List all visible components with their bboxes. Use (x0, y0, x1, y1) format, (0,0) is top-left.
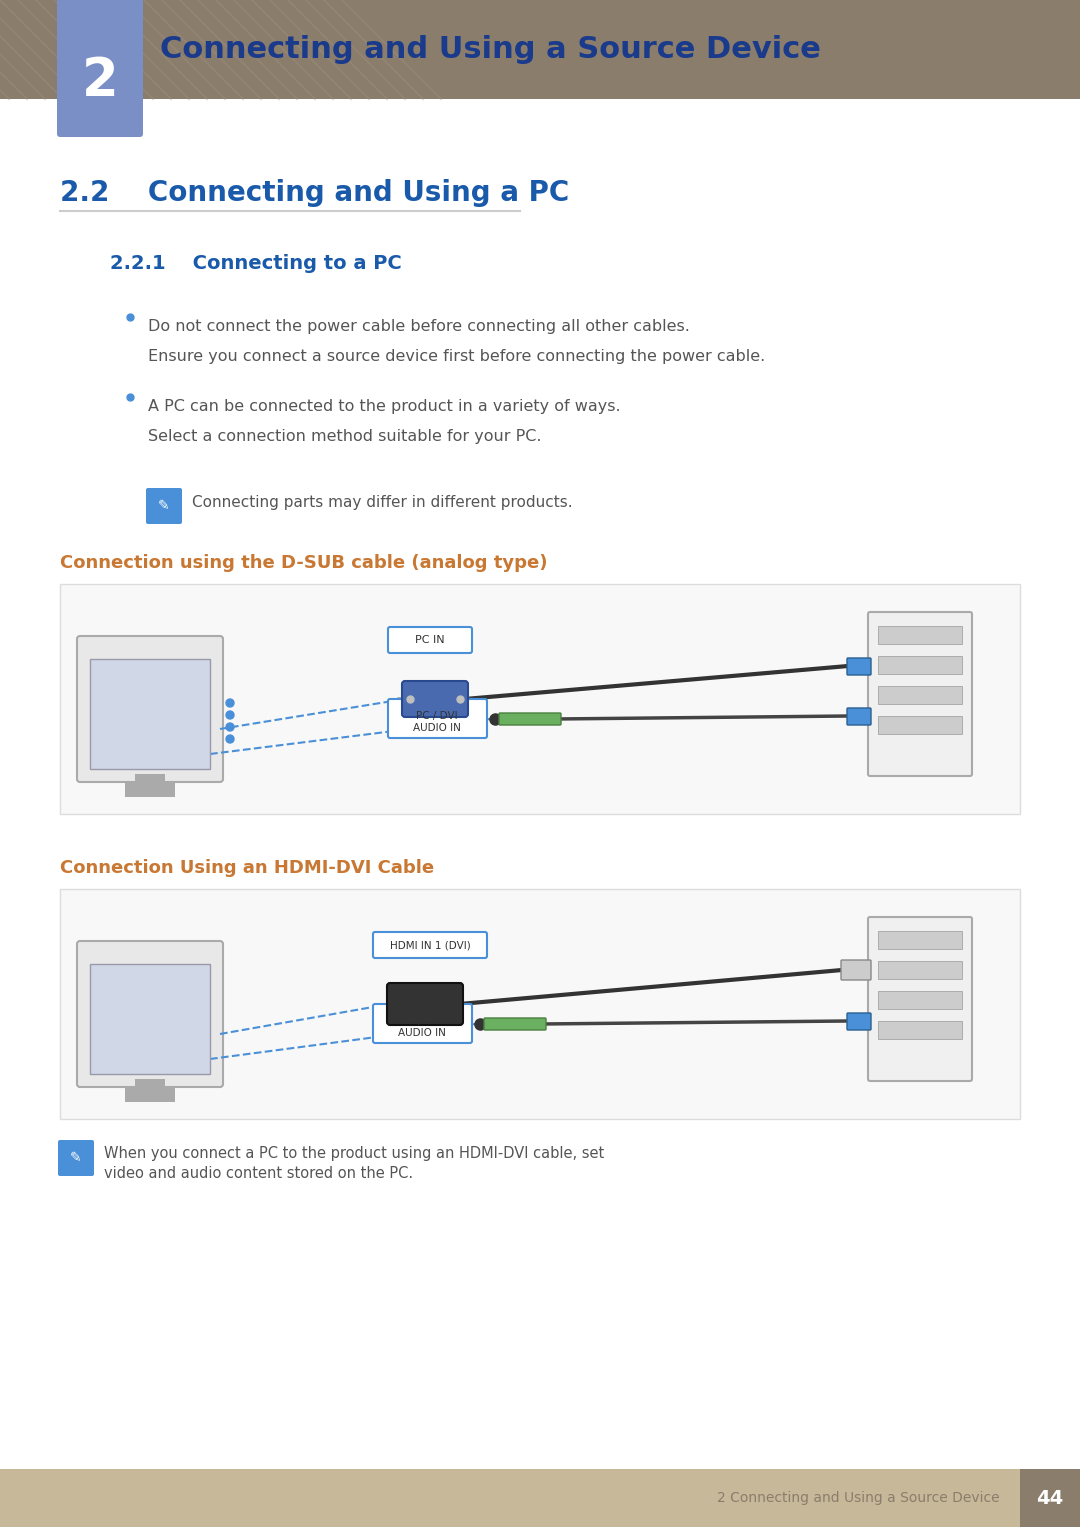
Text: ✎: ✎ (70, 1151, 82, 1165)
Text: 2.2.1    Connecting to a PC: 2.2.1 Connecting to a PC (110, 253, 402, 273)
Text: PC / DVI
AUDIO IN: PC / DVI AUDIO IN (399, 1015, 446, 1038)
FancyBboxPatch shape (58, 1141, 94, 1176)
Circle shape (226, 712, 234, 719)
Circle shape (226, 722, 234, 731)
Bar (60, 889, 1020, 1119)
Bar (0, 1469, 1080, 1527)
FancyBboxPatch shape (847, 658, 870, 675)
Bar (60, 583, 1020, 814)
FancyBboxPatch shape (402, 681, 468, 718)
Circle shape (226, 699, 234, 707)
Text: 2: 2 (82, 55, 119, 107)
Bar (90, 660, 210, 770)
Text: Connection Using an HDMI-DVI Cable: Connection Using an HDMI-DVI Cable (60, 860, 434, 876)
Bar (125, 783, 175, 797)
FancyBboxPatch shape (146, 489, 183, 524)
FancyBboxPatch shape (373, 931, 487, 957)
Text: Select a connection method suitable for your PC.: Select a connection method suitable for … (148, 429, 541, 444)
FancyBboxPatch shape (387, 983, 463, 1025)
Text: Connection using the D-SUB cable (analog type): Connection using the D-SUB cable (analog… (60, 554, 548, 573)
Text: PC / DVI
AUDIO IN: PC / DVI AUDIO IN (413, 712, 461, 733)
Text: When you connect a PC to the product using an HDMI-DVI cable, set Edit Name to D: When you connect a PC to the product usi… (104, 1145, 831, 1161)
FancyBboxPatch shape (388, 628, 472, 654)
FancyBboxPatch shape (868, 612, 972, 776)
Text: ✎: ✎ (158, 499, 170, 513)
FancyBboxPatch shape (77, 637, 222, 782)
FancyBboxPatch shape (388, 699, 487, 738)
Text: PC IN: PC IN (415, 635, 445, 644)
Text: Connecting and Using a Source Device: Connecting and Using a Source Device (160, 35, 821, 64)
Bar (135, 1080, 165, 1089)
Text: HDMI IN 1 (DVI): HDMI IN 1 (DVI) (390, 941, 471, 950)
Text: Ensure you connect a source device first before connecting the power cable.: Ensure you connect a source device first… (148, 350, 766, 363)
Text: When you connect a PC to the product using an HDMI-DVI cable, set: When you connect a PC to the product usi… (104, 1145, 609, 1161)
FancyBboxPatch shape (847, 1012, 870, 1031)
Bar (0, 0, 1080, 99)
Bar (1020, 1469, 1080, 1527)
Text: A PC can be connected to the product in a variety of ways.: A PC can be connected to the product in … (148, 399, 621, 414)
Text: Connecting parts may differ in different products.: Connecting parts may differ in different… (192, 495, 572, 510)
Bar (878, 931, 962, 948)
FancyBboxPatch shape (373, 1003, 472, 1043)
Bar (90, 964, 210, 1073)
FancyBboxPatch shape (868, 918, 972, 1081)
Text: 44: 44 (1037, 1489, 1064, 1507)
Bar (878, 960, 962, 979)
FancyBboxPatch shape (847, 709, 870, 725)
Text: video and audio content stored on the PC.: video and audio content stored on the PC… (104, 1167, 414, 1180)
Text: 2 Connecting and Using a Source Device: 2 Connecting and Using a Source Device (717, 1490, 1000, 1506)
Bar (878, 686, 962, 704)
FancyBboxPatch shape (841, 960, 870, 980)
Bar (878, 657, 962, 673)
FancyBboxPatch shape (77, 941, 222, 1087)
Circle shape (226, 734, 234, 744)
Bar (878, 991, 962, 1009)
FancyBboxPatch shape (499, 713, 561, 725)
Text: Do not connect the power cable before connecting all other cables.: Do not connect the power cable before co… (148, 319, 690, 334)
Text: 2.2    Connecting and Using a PC: 2.2 Connecting and Using a PC (60, 179, 569, 208)
Bar (125, 1089, 175, 1102)
Bar (878, 626, 962, 644)
FancyBboxPatch shape (57, 0, 143, 137)
Bar (135, 774, 165, 783)
FancyBboxPatch shape (484, 1019, 546, 1031)
Bar (878, 1022, 962, 1038)
Bar (878, 716, 962, 734)
